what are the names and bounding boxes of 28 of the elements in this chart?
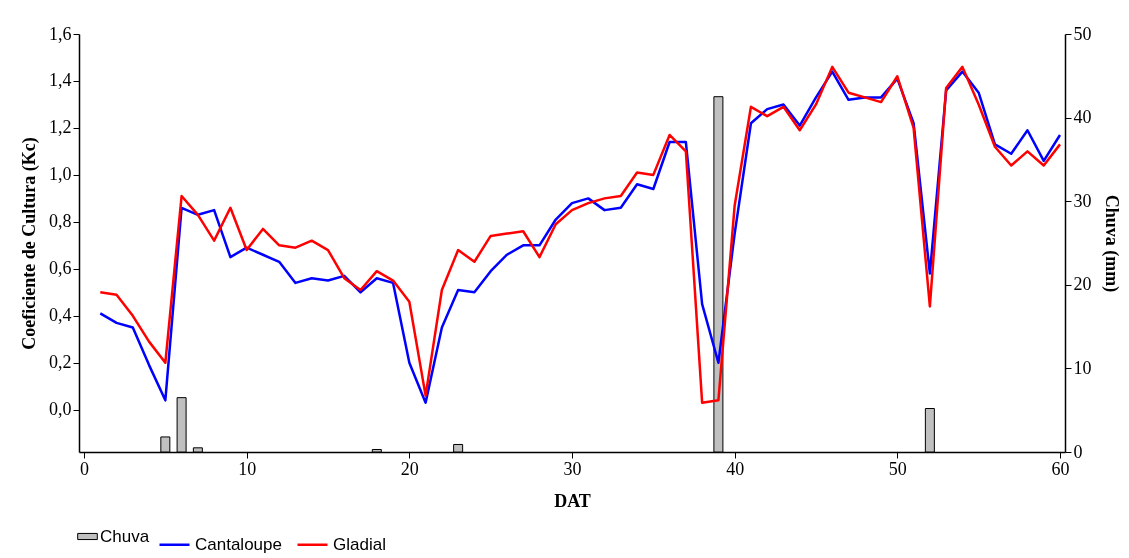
x-tick-label: 30: [563, 458, 582, 479]
legend-label: Gladial: [333, 534, 386, 554]
y2-tick-label: 50: [1073, 23, 1092, 44]
y2-tick-label: 30: [1073, 190, 1092, 211]
y-tick-label: 1,4: [49, 70, 72, 91]
y-tick-label: 0,4: [49, 305, 72, 326]
y-tick-label: 0,0: [49, 399, 72, 420]
y-tick-label: 0,6: [49, 258, 72, 279]
y-axis-title: Coeficiente de Cultura (Kc): [19, 137, 40, 350]
x-axis-title: DAT: [554, 490, 591, 511]
y-tick-label: 1,6: [49, 23, 72, 44]
y-tick-label: 1,2: [49, 117, 72, 138]
x-tick-label: 10: [238, 458, 257, 479]
x-tick-label: 50: [888, 458, 907, 479]
x-tick-label: 0: [80, 458, 89, 479]
y2-tick-label: 20: [1073, 274, 1092, 295]
y-tick-label: 0,8: [49, 211, 72, 232]
y2-axis-title: Chuva (mm): [1100, 194, 1122, 293]
y2-tick-label: 10: [1073, 357, 1092, 378]
legend-label: Cantaloupe: [195, 534, 282, 554]
y2-tick-label: 40: [1073, 107, 1092, 128]
y2-tick-label: 0: [1073, 441, 1083, 462]
x-tick-label: 60: [1051, 458, 1070, 479]
x-tick-label: 40: [726, 458, 745, 479]
x-tick-label: 20: [400, 458, 419, 479]
y-tick-label: 1,0: [49, 164, 72, 185]
y-tick-label: 0,2: [49, 352, 72, 373]
legend-label: Chuva: [100, 526, 150, 546]
